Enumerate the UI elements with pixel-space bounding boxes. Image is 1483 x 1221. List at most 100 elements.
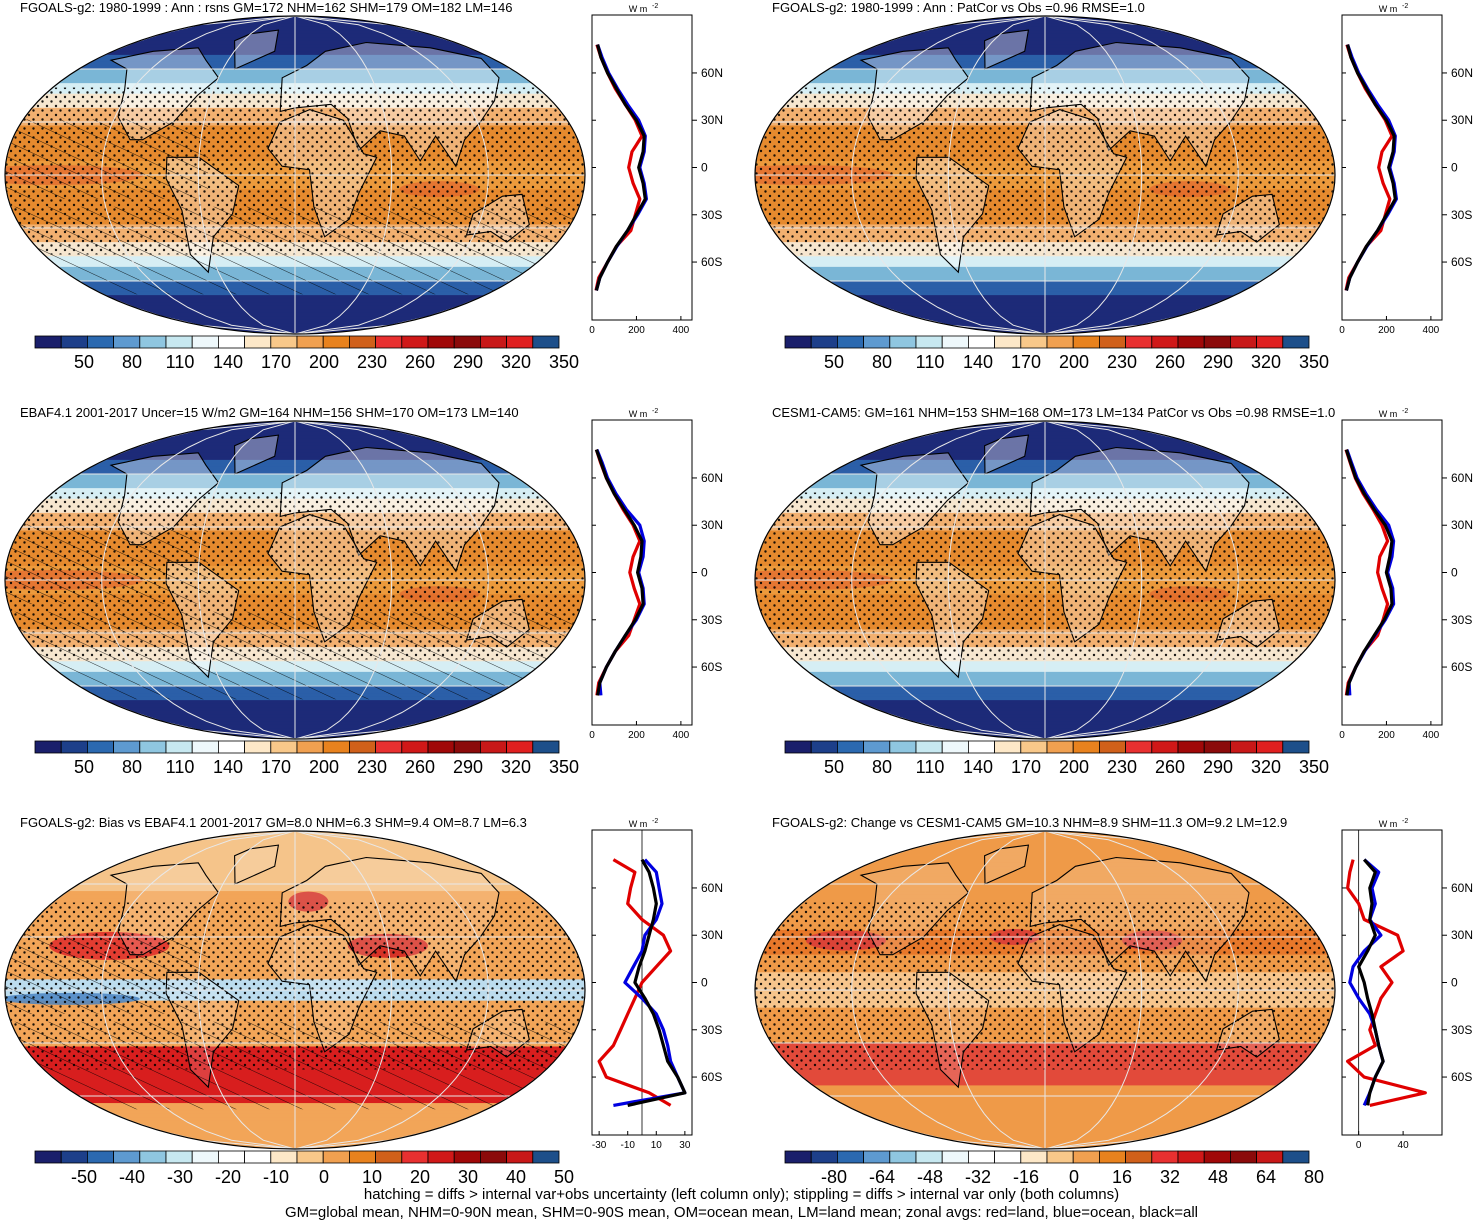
colorbar-tick-label: -16 [1012, 1167, 1040, 1187]
colorbar-tick-label: 230 [1106, 352, 1138, 372]
zonal-x-tick-label: 0 [589, 730, 595, 741]
zonal-lat-label: 60N [701, 471, 723, 485]
robinson-map [4, 830, 586, 1150]
map-panel-3: EBAF4.1 2001-2017 Uncer=15 W/m2 GM=164 N… [0, 405, 741, 810]
panel-title: FGOALS-g2: Change vs CESM1-CAM5 GM=10.3 … [772, 815, 1288, 830]
zonal-x-tick-label: 30 [679, 1140, 691, 1151]
colorbar-labels: -50 -40 -30 -20 -10 0 10 20 30 40 50 [20, 1167, 580, 1189]
colorbar-tick-label: 290 [1202, 757, 1234, 777]
zonal-unit-exponent: -2 [652, 408, 658, 415]
zonal-x-tick-label: 200 [1378, 325, 1395, 336]
map-panel-2: FGOALS-g2: 1980-1999 : Ann : PatCor vs O… [750, 0, 1483, 405]
colorbar-tick-label: 350 [1298, 352, 1330, 372]
zonal-unit-label: W m [1379, 409, 1398, 419]
colorbar-tick-label: 170 [260, 352, 292, 372]
robinson-map [4, 420, 586, 740]
zonal-lat-label: 60S [701, 660, 722, 674]
zonal-lat-label: 60N [1451, 471, 1473, 485]
colorbar [34, 335, 560, 349]
robinson-map [754, 830, 1336, 1150]
colorbar-tick-label: 260 [1154, 352, 1186, 372]
colorbar-tick-label: 320 [500, 352, 532, 372]
zonal-lat-label: 60N [1451, 66, 1473, 80]
colorbar-tick-label: 110 [915, 352, 945, 372]
zonal-x-tick-label: 0 [1356, 1140, 1362, 1151]
zonal-lat-label: 30N [1451, 113, 1473, 127]
zonal-x-tick-label: 0 [1339, 730, 1345, 741]
map-panel-5: FGOALS-g2: Bias vs EBAF4.1 2001-2017 GM=… [0, 815, 741, 1220]
robinson-map [754, 420, 1336, 740]
zonal-series-all [1344, 449, 1394, 696]
colorbar-tick-label: 200 [1058, 352, 1090, 372]
zonal-lat-label: 30S [701, 1023, 722, 1037]
colorbar-tick-label: 350 [1298, 757, 1330, 777]
zonal-lat-label: 30S [1451, 1023, 1472, 1037]
zonal-series-land [1346, 859, 1427, 1107]
colorbar-tick-label: 80 [121, 757, 143, 777]
zonal-lat-label: 0 [1451, 566, 1458, 580]
colorbar-tick-label: 170 [1010, 757, 1042, 777]
colorbar [34, 1150, 560, 1164]
zonal-lat-label: 60S [701, 255, 722, 269]
zonal-x-tick-label: 200 [1378, 730, 1395, 741]
colorbar-tick-label: 200 [1058, 757, 1090, 777]
zonal-lat-label: 0 [701, 566, 708, 580]
zonal-unit-exponent: -2 [652, 818, 658, 825]
zonal-lat-label: 30S [1451, 208, 1472, 222]
colorbar-tick-label: 140 [962, 352, 994, 372]
colorbar-tick-label: 290 [1202, 352, 1234, 372]
colorbar-tick-label: 320 [1250, 757, 1282, 777]
zonal-lat-label: 60N [1451, 881, 1473, 895]
zonal-unit-exponent: -2 [1402, 818, 1408, 825]
panel-title: EBAF4.1 2001-2017 Uncer=15 W/m2 GM=164 N… [20, 405, 519, 420]
zonal-x-tick-label: 400 [673, 325, 690, 336]
colorbar [784, 1150, 1310, 1164]
colorbar-tick-label: 350 [548, 757, 580, 777]
colorbar-tick-label: 50 [823, 757, 845, 777]
colorbar-tick-label: -32 [964, 1167, 992, 1187]
colorbar-tick-label: 20 [409, 1167, 431, 1187]
colorbar-tick-label: 260 [1154, 757, 1186, 777]
colorbar-tick-label: 290 [452, 757, 484, 777]
zonal-lat-label: 60S [1451, 660, 1472, 674]
colorbar-tick-label: 230 [1106, 757, 1138, 777]
colorbar-tick-label: 16 [1111, 1167, 1133, 1187]
colorbar-tick-label: 200 [308, 352, 340, 372]
zonal-lat-label: 60N [701, 66, 723, 80]
zonal-unit-label: W m [629, 4, 648, 14]
colorbar-tick-label: 110 [165, 757, 195, 777]
colorbar-labels: 50 80 110 140 170 200 230 260 290 320 350 [770, 352, 1330, 374]
zonal-lat-label: 0 [1451, 976, 1458, 990]
zonal-average-plot: W m -2 60N 30N 0 30S 60S 0 40 [1341, 818, 1473, 1151]
zonal-x-tick-label: 200 [628, 730, 645, 741]
colorbar-tick-label: 10 [361, 1167, 383, 1187]
colorbar-tick-label: 200 [308, 757, 340, 777]
colorbar-labels: 50 80 110 140 170 200 230 260 290 320 350 [770, 757, 1330, 779]
zonal-average-plot: W m -2 60N 30N 0 30S 60S 0 200 400 [1339, 3, 1473, 336]
colorbar-tick-label: 350 [548, 352, 580, 372]
zonal-lat-label: 30N [701, 928, 723, 942]
zonal-unit-exponent: -2 [1402, 408, 1408, 415]
panel-title: FGOALS-g2: Bias vs EBAF4.1 2001-2017 GM=… [20, 815, 527, 830]
zonal-unit-label: W m [1379, 4, 1398, 14]
panel-title: FGOALS-g2: 1980-1999 : Ann : PatCor vs O… [772, 0, 1145, 15]
colorbar-tick-label: 290 [452, 352, 484, 372]
colorbar-labels: 50 80 110 140 170 200 230 260 290 320 350 [20, 352, 580, 374]
colorbar-tick-label: 64 [1255, 1167, 1277, 1187]
colorbar-tick-label: 80 [871, 757, 893, 777]
zonal-lat-label: 30N [701, 113, 723, 127]
zonal-average-plot: W m -2 60N 30N 0 30S 60S 0 200 400 [1339, 408, 1473, 741]
colorbar-tick-label: 110 [165, 352, 195, 372]
zonal-lat-label: 30S [1451, 613, 1472, 627]
colorbar-tick-label: 50 [823, 352, 845, 372]
colorbar-tick-label: 230 [356, 757, 388, 777]
colorbar-tick-label: 230 [356, 352, 388, 372]
zonal-series-all [594, 44, 647, 291]
colorbar-tick-label: -50 [70, 1167, 98, 1187]
zonal-x-tick-label: 0 [589, 325, 595, 336]
colorbar-tick-label: -20 [214, 1167, 242, 1187]
colorbar-tick-label: 260 [404, 352, 436, 372]
zonal-lat-label: 60S [701, 1070, 722, 1084]
colorbar-tick-label: 170 [1010, 352, 1042, 372]
footer-line-hatching: hatching = diffs > internal var+obs unce… [363, 1186, 1120, 1203]
